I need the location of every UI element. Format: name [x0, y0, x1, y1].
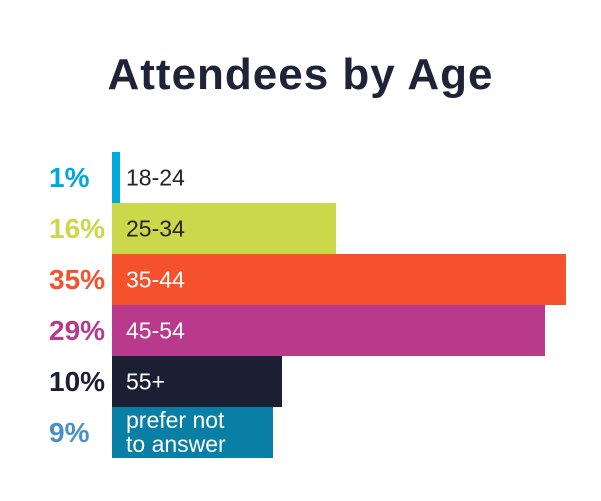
percent-label: 9%	[49, 416, 90, 448]
bar	[112, 203, 336, 254]
bar-row: 29% 45-54	[0, 305, 601, 356]
bar-row: 1% 18-24	[0, 152, 601, 203]
bar	[112, 356, 282, 407]
category-label: 55+	[126, 368, 166, 395]
bar	[112, 152, 120, 203]
bar-row: 35% 35-44	[0, 254, 601, 305]
percent-label: 29%	[49, 314, 106, 346]
chart-title: Attendees by Age	[107, 50, 494, 99]
category-label: 18-24	[126, 164, 185, 191]
bar-row: 9% prefer not to answer	[0, 407, 601, 458]
bar	[112, 407, 273, 458]
bar-row: 10% 55+	[0, 356, 601, 407]
bar	[112, 254, 566, 305]
bar-rows: 1% 18-24 16% 25-34 35% 35-44 29% 45-54 1…	[0, 152, 601, 458]
bar	[112, 305, 545, 356]
percent-label: 1%	[49, 161, 90, 193]
bar-row: 16% 25-34	[0, 203, 601, 254]
percent-label: 35%	[49, 263, 106, 295]
category-label: 35-44	[126, 266, 185, 293]
category-label: 25-34	[126, 215, 185, 242]
category-label: prefer not to answer	[126, 406, 226, 458]
percent-label: 10%	[49, 365, 106, 397]
percent-label: 16%	[49, 212, 106, 244]
category-label: 45-54	[126, 317, 185, 344]
